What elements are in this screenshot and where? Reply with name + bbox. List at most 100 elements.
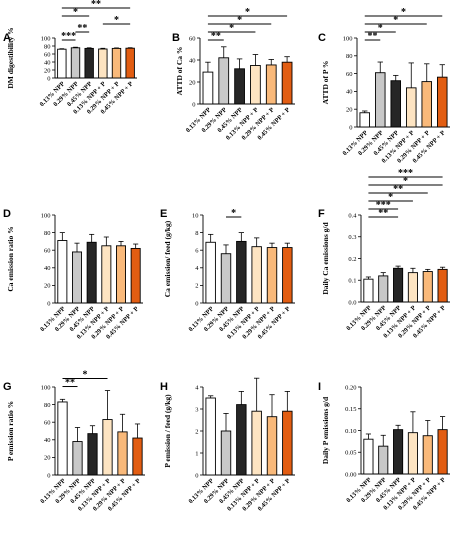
y-tick-label: 100 (41, 212, 51, 219)
bar (407, 272, 418, 303)
y-tick-label: 4 (195, 265, 199, 272)
y-tick-label: 0.05 (345, 450, 356, 457)
bar (393, 267, 404, 303)
significance-label: * (378, 23, 383, 34)
bar (84, 47, 94, 79)
significance-label: * (237, 15, 242, 26)
y-tick-label: 2 (195, 428, 198, 435)
bar (359, 112, 371, 128)
y-tick-label: 60 (44, 248, 51, 255)
bar (116, 245, 126, 304)
bar (220, 430, 232, 476)
significance-label: ** (77, 23, 87, 34)
bar (205, 241, 216, 304)
y-tick-label: 60 (44, 51, 51, 58)
bar (363, 278, 374, 303)
bar (374, 72, 386, 128)
y-tick-label: 0 (47, 75, 50, 82)
bar (218, 57, 230, 105)
y-tick-label: 20 (189, 79, 196, 86)
bar (220, 253, 232, 304)
y-tick-label: 40 (44, 59, 51, 66)
y-tick-label: 0.15 (345, 406, 356, 413)
bar (390, 80, 402, 128)
panel-i: I 0.00 0.05 0.10 0.15 0.20 Daily P emissions g… (318, 381, 450, 512)
bar (437, 268, 448, 303)
significance-label: ** (378, 208, 388, 219)
panel-letter: G (3, 381, 12, 393)
bar (437, 429, 448, 475)
bar (70, 47, 81, 79)
bar (57, 240, 68, 304)
y-tick-label: 4 (195, 384, 199, 391)
bar (405, 87, 417, 128)
bar (102, 419, 113, 476)
y-tick-label: 10 (192, 212, 199, 219)
bar (422, 271, 433, 303)
bar (72, 251, 82, 304)
y-tick-label: 20 (44, 67, 51, 74)
bar (265, 64, 277, 105)
y-tick-label: 100 (41, 35, 51, 42)
y-tick-label: 20 (346, 107, 353, 114)
bar (378, 275, 389, 303)
significance-label: * (229, 23, 234, 34)
y-tick-label: 0 (47, 472, 50, 479)
y-tick-label: 80 (346, 53, 353, 60)
bar (57, 401, 68, 476)
panel-letter: E (160, 208, 167, 220)
y-axis-label: Daily P emissions g/d (321, 396, 330, 464)
y-axis-label: P emission / feed (g/kg) (163, 394, 172, 468)
y-tick-label: 1 (195, 450, 198, 457)
bar (250, 65, 261, 105)
y-tick-label: 100 (343, 35, 353, 42)
y-axis-label: DM digestibility % (6, 27, 15, 88)
y-tick-label: 100 (41, 384, 51, 391)
bar (282, 247, 293, 304)
bar (202, 71, 214, 105)
bar (234, 68, 245, 105)
y-axis-label: P emission ratio % (6, 401, 15, 461)
y-axis-label: ATTD of Ca % (175, 47, 184, 96)
y-tick-label: 20 (44, 455, 51, 462)
significance-label: * (393, 15, 398, 26)
bar (236, 404, 247, 476)
y-tick-label: 3 (195, 406, 198, 413)
significance-label: *** (398, 168, 413, 179)
significance-label: * (388, 192, 393, 203)
bar (130, 247, 141, 304)
significance-label: ** (368, 31, 378, 42)
significance-label: ** (65, 377, 75, 388)
y-tick-label: 0 (192, 101, 195, 108)
panel-letter: A (3, 32, 11, 44)
y-tick-label: 0.00 (345, 471, 356, 478)
significance-label: * (245, 7, 250, 18)
panel-letter: H (160, 381, 168, 393)
significance-label: ** (211, 31, 221, 42)
y-tick-label: 0 (195, 472, 198, 479)
bar (407, 432, 418, 475)
bar (205, 397, 216, 476)
y-tick-label: 0.3 (348, 234, 356, 241)
y-tick-label: 40 (346, 89, 353, 96)
y-tick-label: 0.20 (345, 384, 356, 391)
bar (251, 410, 262, 476)
y-axis-label: Ca emission ratio % (6, 226, 15, 291)
bar (393, 429, 404, 475)
y-tick-label: 0.1 (348, 278, 356, 285)
y-tick-label: 8 (195, 230, 198, 237)
y-tick-label: 40 (44, 437, 51, 444)
y-tick-label: 0.0 (348, 299, 356, 306)
bar (87, 433, 98, 476)
bar (281, 61, 293, 105)
significance-label: *** (61, 31, 76, 42)
significance-label: * (83, 369, 88, 380)
y-tick-label: 60 (189, 35, 196, 42)
